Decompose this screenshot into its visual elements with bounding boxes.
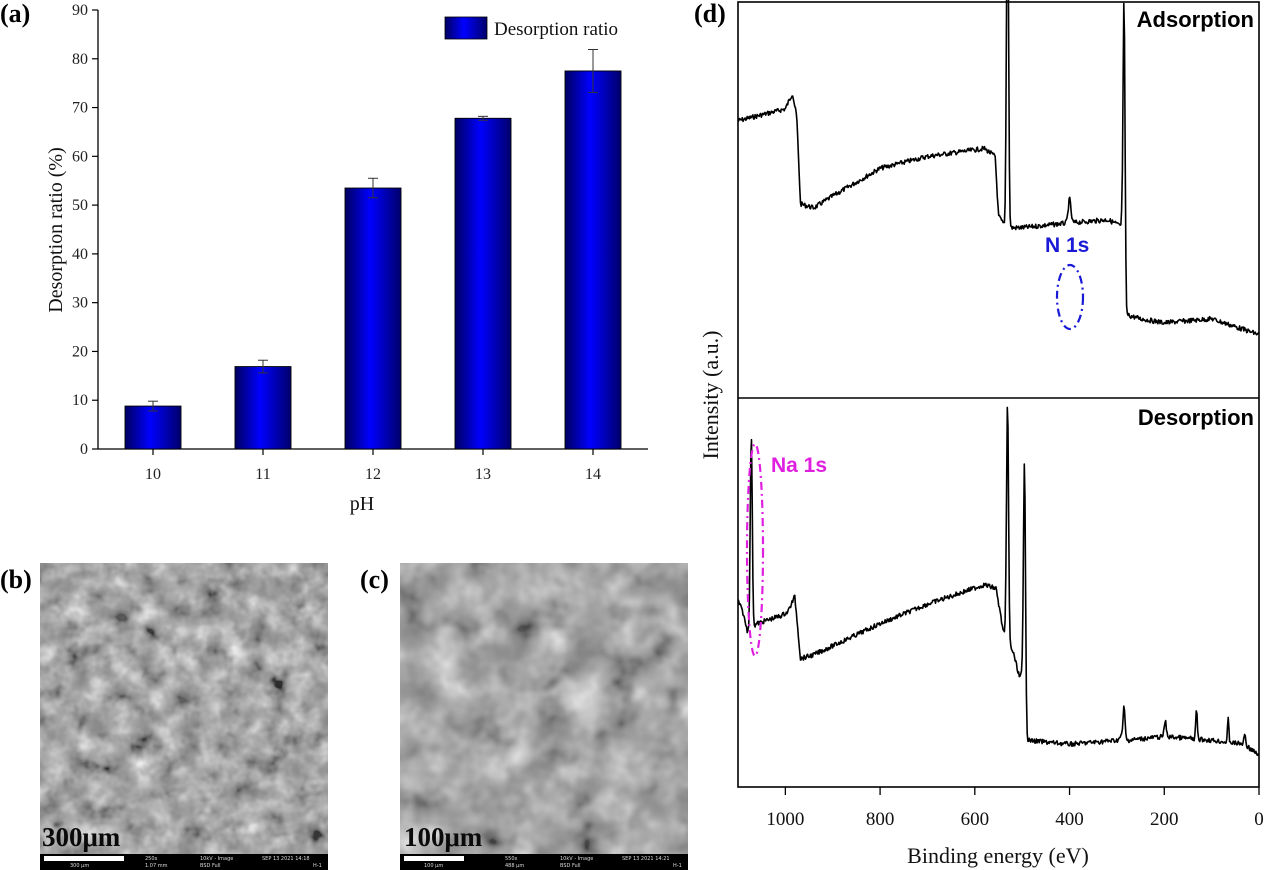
x-tick-label: 12 xyxy=(365,466,381,483)
y-tick-label: 10 xyxy=(72,392,88,409)
legend-swatch xyxy=(444,16,488,40)
bar xyxy=(234,366,292,450)
sem-info-hfw-c: 488 µm xyxy=(505,863,524,869)
xps-x-tick-label: 1000 xyxy=(766,809,804,830)
bar xyxy=(454,117,512,450)
sem-info-mode-c: 10kV - Image xyxy=(560,856,593,862)
sem-info-date-b: SEP 13 2021 14:18 xyxy=(262,856,310,862)
xps-x-axis-title: Binding energy (eV) xyxy=(907,843,1089,868)
bar xyxy=(124,405,182,450)
sem-info-date-c: SEP 13 2021 14:21 xyxy=(622,856,670,862)
xps-x-tick-label: 400 xyxy=(1055,809,1084,830)
y-tick-label: 90 xyxy=(72,2,88,19)
x-tick-label: 11 xyxy=(255,466,270,483)
legend: Desorption ratio xyxy=(444,16,618,40)
y-ticks: 0 10 20 30 40 50 60 70 80 90 xyxy=(72,2,98,458)
bar-chart: 0 10 20 30 40 50 60 70 80 90 10 11 12 13 14 Desorptio… xyxy=(45,2,648,515)
xps-chart: 1000 800 600 400 200 0 Adsorption Desorption … xyxy=(698,0,1264,868)
xps-y-axis-title: Intensity (a.u.) xyxy=(698,331,723,460)
sem-info-bar-label-b: 300 µm xyxy=(70,863,89,869)
y-tick-label: 60 xyxy=(72,148,88,165)
sem-info-det-b: BSD Full xyxy=(200,863,221,869)
na1s-label: Na 1s xyxy=(771,454,827,477)
xps-x-ticks: 1000 800 600 400 200 0 xyxy=(766,787,1264,830)
sem-info-mag-c: 550x xyxy=(505,856,518,862)
x-tick-label: 13 xyxy=(475,466,491,483)
x-axis-title: pH xyxy=(350,493,374,515)
sem-info-mag-b: 250x xyxy=(145,856,158,862)
xps-spectrum-desorption xyxy=(737,406,1260,757)
bars xyxy=(124,49,622,450)
sem-image-c: 100 µm 550x 488 µm 10kV - Image BSD Full… xyxy=(400,563,688,870)
xps-frame xyxy=(737,1,1260,788)
panel-label-b: (b) xyxy=(0,565,32,594)
y-tick-label: 20 xyxy=(72,343,88,360)
sem-info-id-c: H-1 xyxy=(673,863,682,869)
x-tick-label: 10 xyxy=(145,466,161,483)
sem-info-id-b: H-1 xyxy=(313,863,322,869)
xps-x-tick-label: 800 xyxy=(866,809,895,830)
y-tick-label: 50 xyxy=(72,197,88,214)
na1s-highlight xyxy=(745,442,765,658)
xps-spectra xyxy=(737,0,1260,757)
xps-spectrum-adsorption xyxy=(737,0,1260,336)
bar xyxy=(564,70,622,450)
sem-info-mode-b: 10kV - Image xyxy=(200,856,233,862)
xps-x-tick-label: 0 xyxy=(1254,809,1264,830)
y-axis-title: Desorption ratio (%) xyxy=(45,147,67,313)
bar xyxy=(344,187,402,450)
xps-x-tick-label: 200 xyxy=(1150,809,1179,830)
sem-info-hfw-b: 1.07 mm xyxy=(145,863,168,869)
sem-image-b: 300 µm 250x 1.07 mm 10kV - Image BSD Ful… xyxy=(40,563,328,870)
n1s-label: N 1s xyxy=(1045,234,1089,257)
panel-label-a: (a) xyxy=(0,0,30,28)
x-tick-label: 14 xyxy=(585,466,601,483)
legend-label: Desorption ratio xyxy=(494,19,618,40)
x-ticks: 10 11 12 13 14 xyxy=(145,449,601,483)
y-tick-label: 80 xyxy=(72,51,88,68)
sem-scale-label-c: 100μm xyxy=(404,822,483,852)
sem-info-det-c: BSD Full xyxy=(560,863,581,869)
y-tick-label: 0 xyxy=(80,441,88,458)
sem-image-b-texture xyxy=(40,563,328,855)
y-tick-label: 40 xyxy=(72,246,88,263)
panel-label-c: (c) xyxy=(360,565,389,594)
spectrum-label-desorption: Desorption xyxy=(1138,405,1254,430)
y-tick-label: 30 xyxy=(72,295,88,312)
xps-x-tick-label: 600 xyxy=(961,809,990,830)
sem-scale-label-b: 300μm xyxy=(42,822,121,852)
sem-info-bar-label-c: 100 µm xyxy=(424,863,443,869)
panel-label-d: (d) xyxy=(694,0,726,28)
sem-scale-bar-b xyxy=(44,856,124,861)
spectrum-label-adsorption: Adsorption xyxy=(1137,7,1254,32)
sem-image-c-texture xyxy=(400,563,688,855)
sem-info-bar-c xyxy=(400,854,688,870)
y-tick-label: 70 xyxy=(72,100,88,117)
sem-scale-bar-c xyxy=(404,856,464,861)
n1s-highlight xyxy=(1055,263,1085,331)
